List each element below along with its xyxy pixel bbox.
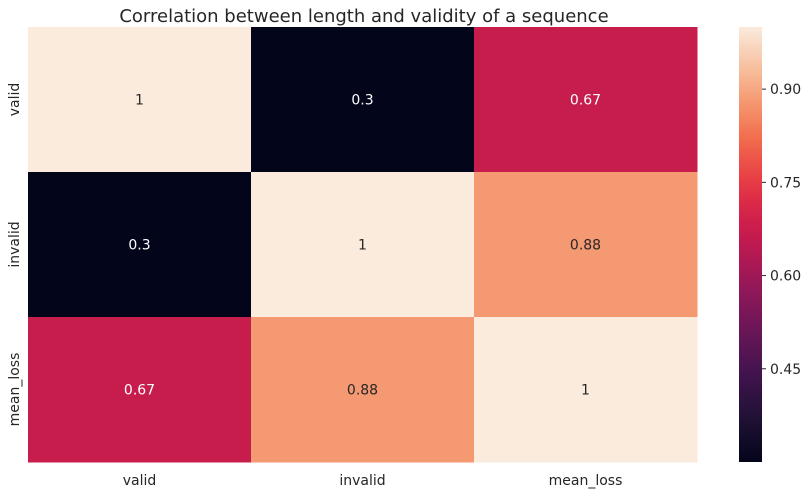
heatmap-cell <box>28 27 252 173</box>
cell-annotation: 0.67 <box>570 93 601 109</box>
cell-annotation: 0.3 <box>351 93 373 109</box>
colorbar-tick-label: 0.75 <box>770 175 801 191</box>
y-tick-label: valid <box>7 83 23 117</box>
x-tick-label: invalid <box>339 473 385 489</box>
heatmap-cell <box>474 27 698 173</box>
y-tick-label: mean_loss <box>7 353 23 427</box>
cell-annotation: 1 <box>581 383 590 399</box>
heatmap-cell <box>28 172 252 318</box>
heatmap-cell <box>28 317 252 463</box>
cell-annotation: 0.88 <box>570 238 601 254</box>
heatmap-cell <box>251 27 475 173</box>
heatmap-cell <box>251 317 475 463</box>
cell-annotation: 0.67 <box>124 383 155 399</box>
y-tick-label: invalid <box>7 221 23 267</box>
colorbar-tick-label: 0.45 <box>770 362 801 378</box>
cell-annotation: 0.3 <box>128 238 150 254</box>
chart-title: Correlation between length and validity … <box>119 6 608 27</box>
colorbar-tick-label: 0.90 <box>770 82 801 98</box>
heatmap-cell <box>474 172 698 318</box>
heatmap-cell <box>474 317 698 463</box>
cell-annotation: 1 <box>135 93 144 109</box>
cell-annotation: 1 <box>358 238 367 254</box>
colorbar <box>739 27 762 462</box>
heatmap-cell <box>251 172 475 318</box>
x-tick-label: mean_loss <box>549 473 623 489</box>
x-tick-label: valid <box>123 473 157 489</box>
colorbar-tick-label: 0.60 <box>770 269 801 285</box>
cell-annotation: 0.88 <box>347 383 378 399</box>
